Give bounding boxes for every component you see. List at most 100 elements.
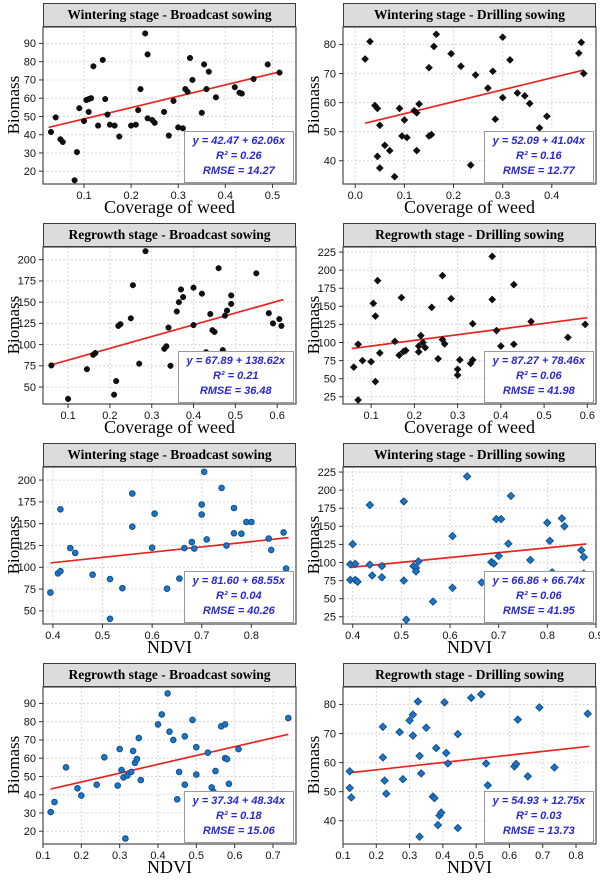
x-tick-label: 0.3: [171, 190, 186, 202]
data-point: [198, 501, 205, 508]
r-squared-value: R² = 0.21: [212, 370, 259, 382]
data-point: [395, 727, 404, 737]
regression-line: [349, 745, 590, 774]
regression-line: [364, 69, 584, 125]
scatter-plot: 0.4 0.5 0.6 0.7 0.8 50 75 100 125 150 175 200: [18, 466, 297, 642]
plot-frame: [342, 246, 597, 405]
data-point: [198, 109, 205, 116]
data-point: [506, 491, 516, 501]
x-tick-label: 0.4: [345, 630, 360, 642]
panel-wintering-drilling-ndvi: 0.4 0.5 0.6 0.7 0.8 0.9 25 50 75 100 125 150 175 200 2…: [300, 440, 600, 660]
x-tick-label: 0.4: [45, 630, 60, 642]
data-point: [137, 776, 145, 784]
r-squared-value: R² = 0.26: [216, 150, 262, 162]
data-point: [481, 759, 491, 768]
data-point: [367, 571, 377, 580]
x-tick-label: 0.5: [536, 410, 551, 422]
regression-stats-box: y = 87.27 + 78.46x R² = 0.06 RMSE = 41.9…: [483, 351, 594, 403]
data-point: [504, 539, 513, 549]
data-point: [221, 312, 228, 319]
regression-equation: y = 81.60 + 68.55x: [192, 575, 285, 587]
y-tick-label: 60: [324, 97, 336, 109]
data-point: [434, 354, 443, 363]
data-point: [345, 783, 355, 793]
data-point: [545, 536, 555, 546]
data-point: [223, 755, 231, 763]
data-point: [350, 559, 360, 569]
data-point: [542, 518, 552, 528]
data-point: [398, 132, 406, 140]
x-axis-label: Coverage of weed: [404, 197, 535, 217]
data-point: [440, 698, 449, 707]
data-point: [373, 276, 382, 285]
x-tick-label: 0.3: [144, 410, 159, 422]
data-point: [405, 716, 414, 725]
data-point: [415, 751, 424, 761]
y-axis-label: Biomass: [4, 75, 23, 135]
plot-frame: [42, 686, 297, 845]
data-point: [173, 796, 181, 803]
data-point: [353, 577, 362, 587]
data-point: [401, 615, 411, 625]
y-tick-label: 40: [24, 130, 36, 142]
data-point: [235, 745, 242, 753]
data-point: [228, 292, 235, 299]
y-tick-label: 125: [318, 319, 336, 331]
data-point: [416, 331, 425, 340]
data-point: [161, 108, 168, 115]
regression-stats-box: y = 42.47 + 62.06x R² = 0.26 RMSE = 14.2…: [183, 131, 294, 183]
x-tick-label: 0.2: [369, 850, 384, 862]
data-point: [381, 789, 391, 799]
regression-stats-box: y = 67.89 + 138.62x R² = 0.21 RMSE = 36.…: [177, 351, 294, 403]
rmse-value: RMSE = 41.98: [502, 385, 575, 397]
axis-ticks: [39, 479, 252, 628]
data-point: [447, 294, 456, 303]
data-point: [269, 320, 277, 327]
data-point: [427, 130, 436, 139]
rmse-value: RMSE = 15.06: [202, 825, 275, 837]
data-point: [390, 172, 399, 181]
data-point: [267, 546, 275, 554]
data-point: [67, 544, 74, 552]
x-tick-label: 0.7: [194, 630, 209, 642]
data-point: [523, 771, 533, 781]
data-point: [118, 766, 125, 774]
data-point: [117, 321, 124, 328]
data-point: [127, 768, 135, 776]
data-point: [111, 391, 118, 398]
y-tick-label: 75: [324, 575, 336, 587]
y-tick-label: 150: [18, 518, 36, 530]
data-point: [135, 107, 142, 114]
rmse-value: RMSE = 36.48: [199, 385, 272, 397]
data-point: [129, 490, 136, 497]
data-point: [496, 514, 506, 524]
panel-title: Regrowth stage - Broadcast sowing: [43, 223, 296, 247]
x-axis-label: NDVI: [447, 857, 492, 877]
data-point: [509, 280, 518, 289]
data-point: [230, 504, 238, 512]
data-point: [198, 511, 205, 518]
y-tick-label: 125: [18, 318, 36, 330]
data-point: [278, 322, 285, 329]
data-point: [440, 339, 449, 348]
y-tick-label: 50: [324, 373, 336, 385]
x-tick-label: 0.1: [60, 410, 75, 422]
y-tick-label: 200: [318, 265, 336, 277]
x-tick-label: 0.4: [186, 410, 201, 422]
y-tick-label: 80: [24, 56, 36, 68]
data-point: [416, 769, 426, 778]
data-point: [76, 105, 83, 112]
y-tick-label: 175: [318, 283, 336, 295]
data-point: [365, 560, 375, 570]
data-point: [453, 729, 463, 739]
data-point: [453, 365, 462, 374]
panel-wintering-drilling-coverage: 0.0 0.1 0.2 0.3 0.4 40 50 60 70 80 Wintering stag…: [300, 0, 600, 220]
x-tick-label: 0.2: [102, 410, 117, 422]
x-tick-label: 0.2: [446, 190, 461, 202]
y-tick-label: 125: [18, 540, 36, 552]
data-point: [167, 362, 174, 369]
data-point: [577, 545, 586, 555]
data-point: [373, 104, 382, 113]
data-point: [57, 506, 64, 513]
